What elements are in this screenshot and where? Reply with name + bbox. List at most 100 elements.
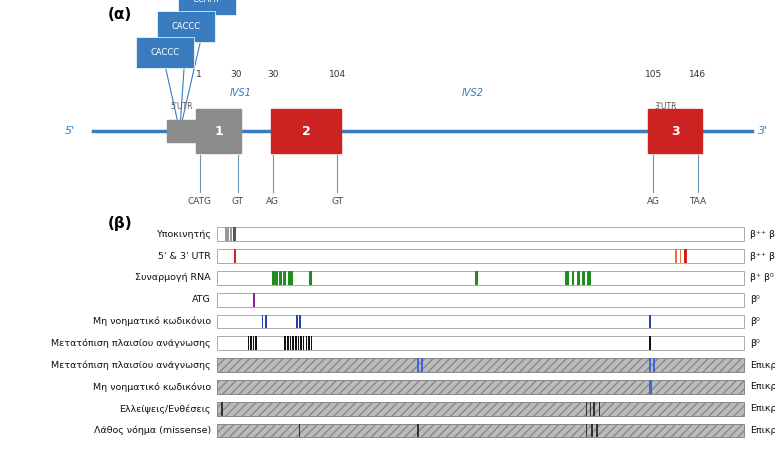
- Bar: [572, 271, 574, 285]
- Text: IVS1: IVS1: [229, 88, 251, 98]
- Text: β⁰: β⁰: [750, 339, 760, 348]
- Bar: [167, 120, 196, 142]
- Bar: [648, 109, 702, 153]
- Bar: [217, 336, 744, 350]
- Bar: [287, 336, 288, 350]
- Bar: [308, 336, 310, 350]
- Text: 1: 1: [195, 70, 202, 79]
- Bar: [217, 314, 744, 328]
- Bar: [582, 271, 585, 285]
- Text: IVS2: IVS2: [462, 88, 484, 98]
- Text: Μη νοηματικό κωδικόνιο: Μη νοηματικό κωδικόνιο: [93, 382, 211, 392]
- Bar: [475, 271, 478, 285]
- Bar: [311, 336, 312, 350]
- Bar: [305, 336, 307, 350]
- FancyBboxPatch shape: [178, 0, 236, 15]
- Text: Συναρμογή RNA: Συναρμογή RNA: [135, 274, 211, 283]
- Bar: [565, 271, 569, 285]
- FancyBboxPatch shape: [157, 11, 215, 41]
- Bar: [217, 228, 744, 241]
- Bar: [296, 314, 298, 328]
- Text: Επικρατής: Επικρατής: [750, 382, 775, 391]
- FancyBboxPatch shape: [169, 234, 226, 265]
- Bar: [421, 358, 423, 372]
- Bar: [247, 336, 249, 350]
- Bar: [253, 336, 254, 350]
- Bar: [586, 402, 587, 416]
- Bar: [309, 271, 312, 285]
- Text: 3: 3: [670, 124, 680, 138]
- Bar: [256, 336, 257, 350]
- Text: 30: 30: [267, 70, 278, 79]
- Text: Επικρατής: Επικρατής: [750, 404, 775, 413]
- Text: Επικρατής: Επικρατής: [750, 426, 775, 435]
- Bar: [586, 424, 587, 437]
- Bar: [597, 424, 598, 437]
- Bar: [232, 228, 236, 241]
- Text: 5': 5': [64, 126, 75, 136]
- Text: TAA: TAA: [689, 197, 706, 206]
- Text: ATG: ATG: [192, 295, 211, 304]
- Bar: [217, 402, 744, 416]
- Bar: [284, 271, 286, 285]
- Bar: [221, 402, 222, 416]
- Text: Επικρατής: Επικρατής: [750, 361, 775, 370]
- Bar: [262, 314, 264, 328]
- Text: GT: GT: [331, 197, 343, 206]
- Bar: [653, 358, 655, 372]
- Text: AG: AG: [267, 197, 279, 206]
- Text: CATG: CATG: [188, 197, 212, 206]
- Text: 105: 105: [645, 70, 662, 79]
- Text: Ελλείψεις/Ενθέσεις: Ελλείψεις/Ενθέσεις: [119, 404, 211, 414]
- Bar: [217, 424, 744, 437]
- Bar: [591, 424, 593, 437]
- Bar: [217, 293, 744, 307]
- Text: Λάθος νόημα (missense): Λάθος νόημα (missense): [94, 426, 211, 435]
- Text: (β): (β): [108, 216, 133, 231]
- Bar: [196, 109, 241, 153]
- FancyBboxPatch shape: [136, 37, 194, 68]
- Bar: [288, 271, 293, 285]
- Bar: [594, 402, 595, 416]
- Bar: [303, 336, 305, 350]
- Text: 5' & 3' UTR: 5' & 3' UTR: [158, 252, 211, 261]
- Text: CCAAT: CCAAT: [193, 0, 221, 4]
- Bar: [417, 358, 419, 372]
- Text: AG: AG: [647, 197, 660, 206]
- Text: 146: 146: [689, 70, 706, 79]
- Bar: [298, 424, 300, 437]
- Bar: [649, 336, 651, 350]
- Text: 2: 2: [301, 124, 311, 138]
- Text: β⁰: β⁰: [750, 317, 760, 326]
- Text: CACCC: CACCC: [150, 48, 180, 57]
- Bar: [649, 314, 651, 328]
- Bar: [649, 358, 651, 372]
- Bar: [300, 336, 301, 350]
- Text: β⁺ β⁰: β⁺ β⁰: [750, 274, 774, 283]
- Text: Υποκινητής: Υποκινητής: [156, 230, 211, 239]
- Text: Μη νοηματικό κωδικόνιο: Μη νοηματικό κωδικόνιο: [93, 317, 211, 326]
- Bar: [234, 249, 236, 263]
- Text: GT: GT: [232, 197, 244, 206]
- Bar: [225, 228, 229, 241]
- Text: 104: 104: [329, 70, 346, 79]
- Text: 5'UTR: 5'UTR: [170, 103, 193, 112]
- Bar: [684, 249, 687, 263]
- Bar: [649, 380, 652, 394]
- Bar: [298, 336, 299, 350]
- Bar: [271, 109, 341, 153]
- Text: ATAAA: ATAAA: [678, 245, 706, 254]
- Bar: [292, 336, 294, 350]
- Bar: [229, 228, 232, 241]
- Text: β⁰: β⁰: [750, 295, 760, 304]
- Bar: [265, 314, 267, 328]
- Text: β⁺⁺ β⁺: β⁺⁺ β⁺: [750, 252, 775, 261]
- Text: 3'UTR: 3'UTR: [654, 103, 677, 112]
- Bar: [284, 336, 286, 350]
- Text: ATAAA: ATAAA: [184, 245, 212, 254]
- Bar: [680, 249, 681, 263]
- Text: (α): (α): [108, 7, 133, 21]
- Bar: [217, 358, 744, 372]
- Text: Μετατόπιση πλαισίου ανάγνωσης: Μετατόπιση πλαισίου ανάγνωσης: [51, 339, 211, 348]
- Bar: [590, 402, 591, 416]
